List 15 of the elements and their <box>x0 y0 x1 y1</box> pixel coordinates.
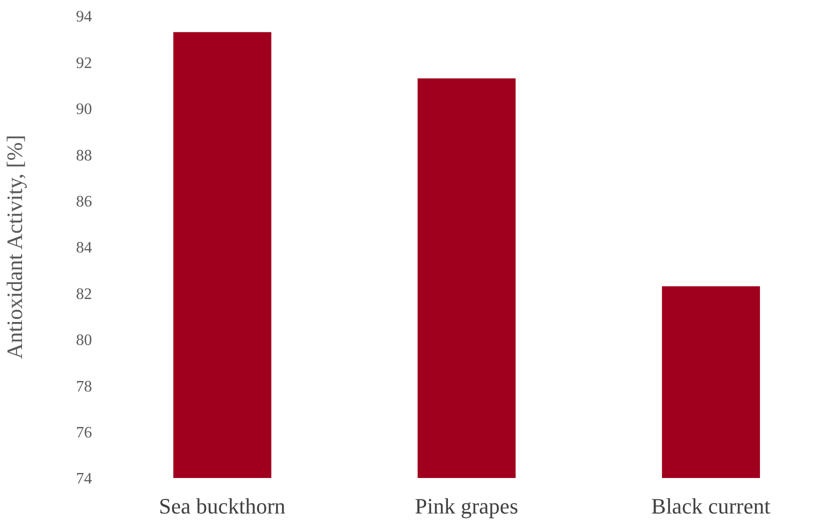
y-tick-label: 92 <box>76 54 92 72</box>
y-tick-label: 84 <box>76 240 92 257</box>
x-tick-label: Pink grapes <box>414 494 518 519</box>
y-tick-label: 74 <box>76 470 92 488</box>
y-axis-title: Antioxidant Activity, [%] <box>2 134 27 360</box>
y-tick-label: 94 <box>76 8 92 26</box>
y-tick-label: 76 <box>76 424 92 442</box>
x-tick-label: Sea buckthorn <box>158 494 286 519</box>
y-tick-label: 86 <box>76 193 92 210</box>
y-tick-label: 82 <box>76 286 92 303</box>
y-tick-label: 88 <box>76 147 92 164</box>
y-tick-label: 90 <box>76 101 92 118</box>
y-tick-label: 80 <box>76 332 92 350</box>
y-tick-label: 78 <box>76 378 92 396</box>
x-tick-label: Black current <box>651 494 770 519</box>
